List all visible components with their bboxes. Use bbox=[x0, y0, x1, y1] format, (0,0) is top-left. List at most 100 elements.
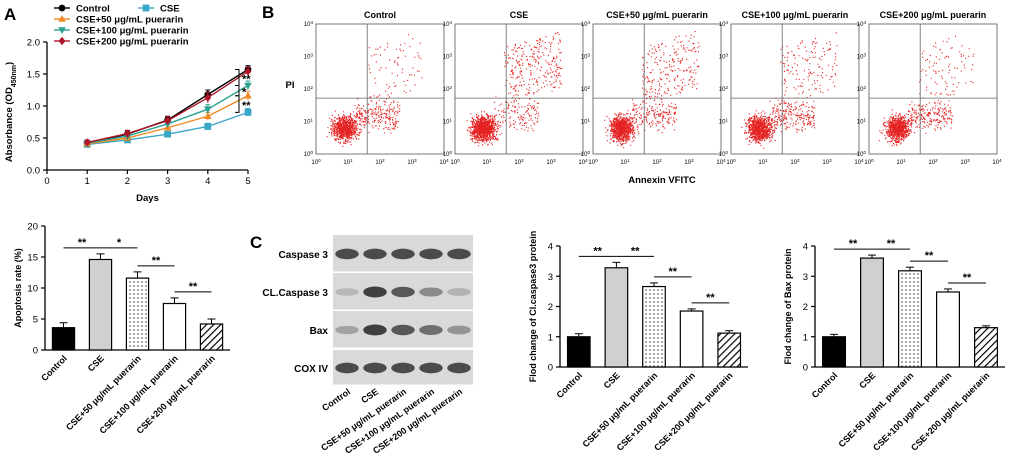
decade-exp: 0 bbox=[863, 150, 866, 155]
significance-label: ** bbox=[887, 238, 896, 250]
y-tick-label: 2 bbox=[548, 302, 553, 313]
flow-y-decade: 104 bbox=[304, 20, 314, 29]
decade-exp: 1 bbox=[863, 117, 866, 122]
decade-exp: 0 bbox=[587, 150, 590, 155]
decade-base: 10 bbox=[581, 152, 588, 158]
decade-exp: 4 bbox=[585, 158, 588, 163]
decade-exp: 3 bbox=[691, 158, 694, 163]
flow-y-decade: 100 bbox=[857, 150, 867, 159]
flow-events bbox=[604, 31, 700, 149]
bar-3 bbox=[935, 291, 960, 368]
blot-band bbox=[447, 325, 471, 335]
flow-x-decade: 103 bbox=[546, 158, 556, 167]
decade-exp: 1 bbox=[627, 158, 630, 163]
blot-band bbox=[363, 324, 387, 336]
decade-exp: 2 bbox=[659, 158, 662, 163]
category-label: Control bbox=[555, 370, 585, 400]
blot-row-label: Caspase 3 bbox=[279, 250, 329, 261]
caspase3-bar-chart: 0 1 2 3 4 Flod change of Cl.caspase3 protein C… bbox=[528, 231, 748, 453]
decade-base: 10 bbox=[581, 55, 588, 61]
flow-panel-title: CSE bbox=[510, 10, 529, 20]
flow-x-decade: 102 bbox=[790, 158, 800, 167]
y-tick-label: 0 bbox=[33, 346, 38, 357]
significance-label: ** bbox=[189, 281, 198, 293]
bar-0 bbox=[821, 336, 846, 368]
category-label: CSE+200 μg/mL puerarin bbox=[909, 370, 991, 452]
decade-base: 10 bbox=[864, 160, 871, 166]
blot-band bbox=[335, 288, 359, 296]
decade-base: 10 bbox=[726, 160, 733, 166]
category-label: CSE+50 μg/mL puerarin bbox=[64, 353, 143, 432]
flow-y-decade: 100 bbox=[719, 150, 729, 159]
decade-base: 10 bbox=[896, 160, 903, 166]
blot-band bbox=[391, 362, 415, 374]
decade-base: 10 bbox=[407, 160, 414, 166]
decade-base: 10 bbox=[443, 55, 450, 61]
decade-base: 10 bbox=[375, 160, 382, 166]
flow-y-decade: 103 bbox=[443, 52, 453, 61]
decade-exp: 1 bbox=[903, 158, 906, 163]
bar-4 bbox=[199, 323, 224, 351]
flow-y-decade: 102 bbox=[304, 85, 314, 94]
decade-exp: 0 bbox=[733, 158, 736, 163]
flow-x-decade: 104 bbox=[992, 158, 1002, 167]
decade-base: 10 bbox=[443, 120, 450, 126]
flow-x-decade: 102 bbox=[375, 158, 385, 167]
flow-y-decade: 100 bbox=[304, 150, 314, 159]
flow-y-decade: 103 bbox=[581, 52, 591, 61]
data-point bbox=[204, 123, 212, 130]
flow-y-decade: 100 bbox=[581, 150, 591, 159]
decade-base: 10 bbox=[304, 55, 311, 61]
decade-base: 10 bbox=[854, 160, 861, 166]
category-label: CSE+50 μg/mL puerarin bbox=[836, 370, 915, 449]
decade-exp: 4 bbox=[446, 158, 449, 163]
decade-exp: 0 bbox=[318, 158, 321, 163]
decade-exp: 4 bbox=[587, 20, 590, 25]
flow-plot-frame bbox=[592, 23, 722, 155]
decade-exp: 3 bbox=[967, 158, 970, 163]
bar-0 bbox=[51, 327, 76, 351]
flow-x-decade: 101 bbox=[620, 158, 630, 167]
category-label: Control bbox=[810, 370, 840, 400]
flow-x-decade: 101 bbox=[482, 158, 492, 167]
significance-label: ** bbox=[152, 255, 161, 267]
data-point bbox=[124, 129, 131, 138]
decade-exp: 2 bbox=[587, 85, 590, 90]
y-tick-label: 10 bbox=[27, 284, 38, 295]
decade-base: 10 bbox=[822, 160, 829, 166]
flow-y-decade: 102 bbox=[857, 85, 867, 94]
flow-y-decade: 101 bbox=[857, 117, 867, 126]
flow-x-decade: 102 bbox=[928, 158, 938, 167]
data-point bbox=[244, 109, 252, 116]
decade-exp: 0 bbox=[457, 158, 460, 163]
decade-exp: 1 bbox=[489, 158, 492, 163]
y-tick-label: 1.0 bbox=[27, 102, 40, 113]
decade-exp: 3 bbox=[310, 52, 313, 57]
flow-y-decade: 102 bbox=[581, 85, 591, 94]
growth-curve-chart: 0.0 0.5 1.0 1.5 2.0 0 1 2 3 4 5 Days Absorbance (OD4… bbox=[4, 4, 252, 204]
legend-marker bbox=[58, 15, 66, 22]
blot-band bbox=[335, 248, 359, 260]
category-label: Control bbox=[39, 353, 69, 383]
y-tick-label: 4 bbox=[803, 242, 808, 253]
flow-y-decade: 101 bbox=[719, 117, 729, 126]
decade-base: 10 bbox=[857, 87, 864, 93]
decade-base: 10 bbox=[443, 87, 450, 93]
significance-label: * bbox=[117, 237, 122, 249]
bar-1 bbox=[604, 267, 629, 368]
decade-base: 10 bbox=[857, 120, 864, 126]
data-point bbox=[244, 67, 252, 76]
flow-x-decade: 102 bbox=[514, 158, 524, 167]
x-tick-label: 3 bbox=[165, 176, 170, 187]
decade-exp: 0 bbox=[595, 158, 598, 163]
y-tick-label: 3 bbox=[803, 272, 808, 283]
significance-label: ** bbox=[849, 238, 858, 250]
flow-x-decade: 103 bbox=[684, 158, 694, 167]
category-label: CSE+100 μg/mL puerarin bbox=[871, 370, 953, 452]
blot-row-label: COX IV bbox=[294, 364, 328, 375]
flow-panel-3: CSE+100 μg/mL puerarin100100101101102102… bbox=[719, 10, 864, 166]
bar-1 bbox=[859, 257, 884, 368]
data-point bbox=[204, 93, 212, 102]
